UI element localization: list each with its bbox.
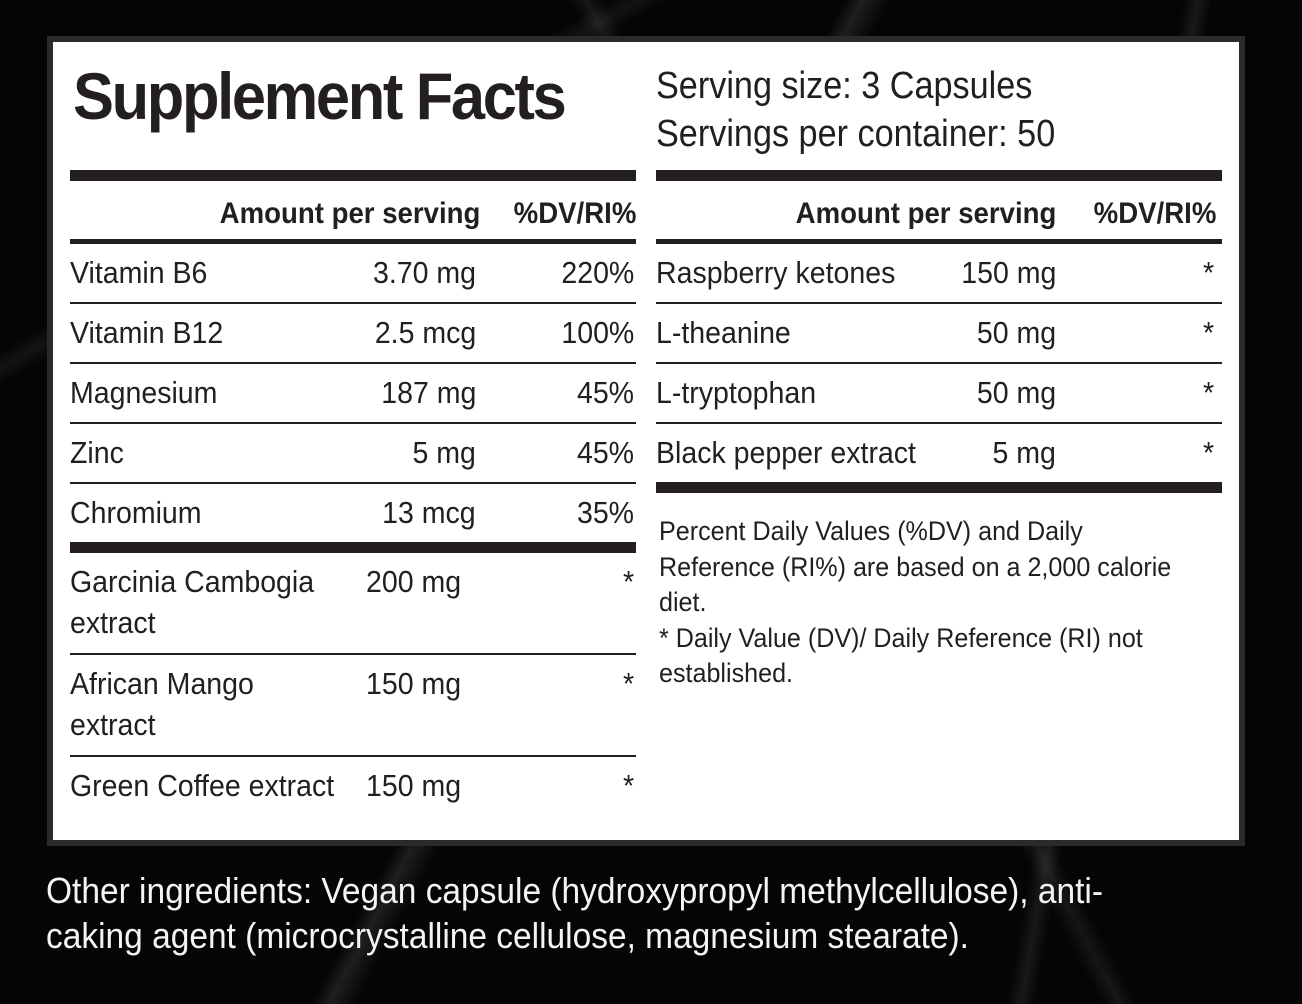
header-dv: %DV/RI% xyxy=(513,197,636,230)
nutrient-name: Green Coffee extract xyxy=(70,768,335,803)
nutrient-name: Vitamin B6 xyxy=(70,255,208,290)
divider xyxy=(656,422,1222,424)
table-row: L-theanine 50 mg * xyxy=(656,304,1222,362)
table-row: Black pepper extract 5 mg * xyxy=(656,424,1222,482)
ingredient-amount: 150 mg xyxy=(960,255,1056,290)
divider-medium xyxy=(656,239,1222,244)
header-amount: Amount per serving xyxy=(219,197,480,230)
table-row: African Mango extract 150 mg * xyxy=(70,655,636,755)
table-row: Garcinia Cambogia extract 200 mg * xyxy=(70,553,636,653)
divider-thick xyxy=(656,482,1222,493)
footnote-not-established: * Daily Value (DV)/ Daily Reference (RI)… xyxy=(659,622,1143,689)
nutrient-amount: 13 mcg xyxy=(382,495,476,530)
nutrient-name: Chromium xyxy=(70,495,202,530)
divider-thick xyxy=(70,542,636,553)
table-row: Raspberry ketones 150 mg * xyxy=(656,244,1222,302)
serving-info: Serving size: 3 Capsules Servings per co… xyxy=(656,62,1055,158)
nutrient-dv: * xyxy=(622,564,634,599)
ingredient-dv: * xyxy=(1202,315,1214,350)
divider xyxy=(656,302,1222,304)
supplement-facts-panel: Supplement Facts Serving size: 3 Capsule… xyxy=(47,36,1245,846)
ingredient-name: Raspberry ketones xyxy=(656,255,896,290)
table-row: Chromium 13 mcg 35% xyxy=(70,484,636,542)
divider-thick xyxy=(70,170,636,181)
divider xyxy=(70,422,636,424)
divider xyxy=(70,755,636,757)
ingredient-amount: 50 mg xyxy=(976,375,1056,410)
nutrient-amount: 5 mg xyxy=(412,435,476,470)
nutrient-amount: 150 mg xyxy=(366,768,462,803)
divider xyxy=(70,302,636,304)
nutrient-name: Vitamin B12 xyxy=(70,315,224,350)
nutrient-table-right: Amount per serving %DV/RI% Raspberry ket… xyxy=(656,170,1222,493)
ingredient-dv: * xyxy=(1202,255,1214,290)
nutrient-amount: 3.70 mg xyxy=(372,255,476,290)
serving-size: Serving size: 3 Capsules xyxy=(656,65,1033,107)
nutrient-dv: 100% xyxy=(561,315,634,350)
ingredient-name: L-tryptophan xyxy=(656,375,817,410)
header-amount: Amount per serving xyxy=(795,197,1056,230)
nutrient-amount: 150 mg xyxy=(366,666,462,701)
divider xyxy=(70,653,636,655)
nutrient-table-left: Amount per serving %DV/RI% Vitamin B6 3.… xyxy=(70,170,636,857)
ingredient-amount: 50 mg xyxy=(976,315,1056,350)
nutrient-amount: 2.5 mcg xyxy=(374,315,476,350)
other-ingredients: Other ingredients: Vegan capsule (hydrox… xyxy=(46,870,1104,956)
header-dv: %DV/RI% xyxy=(1093,197,1216,230)
nutrient-amount: 200 mg xyxy=(366,564,462,599)
nutrient-dv: 45% xyxy=(576,435,634,470)
ingredient-amount: 5 mg xyxy=(992,435,1056,470)
ingredient-dv: * xyxy=(1202,375,1214,410)
divider xyxy=(70,482,636,484)
table-row: Vitamin B6 3.70 mg 220% xyxy=(70,244,636,302)
servings-per-container: Servings per container: 50 xyxy=(656,113,1056,155)
table-row: Zinc 5 mg 45% xyxy=(70,424,636,482)
nutrient-dv: * xyxy=(622,768,634,803)
table-header: Amount per serving %DV/RI% xyxy=(656,181,1222,239)
footnote-dv-basis: Percent Daily Values (%DV) and Daily Ref… xyxy=(659,516,1172,617)
table-row: Green Coffee extract 150 mg * xyxy=(70,757,636,857)
ingredient-name: Black pepper extract xyxy=(656,435,916,470)
table-row: Vitamin B12 2.5 mcg 100% xyxy=(70,304,636,362)
label-title: Supplement Facts xyxy=(73,59,567,133)
ingredient-name: L-theanine xyxy=(656,315,791,350)
nutrient-name: African Mango extract xyxy=(70,666,254,742)
nutrient-name: Magnesium xyxy=(70,375,218,410)
divider-thick xyxy=(656,170,1222,181)
nutrient-name: Garcinia Cambogia extract xyxy=(70,564,315,640)
daily-value-footnote: Percent Daily Values (%DV) and Daily Ref… xyxy=(659,514,1180,692)
divider xyxy=(70,362,636,364)
table-row: L-tryptophan 50 mg * xyxy=(656,364,1222,422)
divider-medium xyxy=(70,239,636,244)
nutrient-amount: 187 mg xyxy=(380,375,476,410)
nutrient-dv: 35% xyxy=(576,495,634,530)
nutrient-dv: 45% xyxy=(576,375,634,410)
ingredient-dv: * xyxy=(1202,435,1214,470)
table-header: Amount per serving %DV/RI% xyxy=(70,181,636,239)
nutrient-name: Zinc xyxy=(70,435,124,470)
table-row: Magnesium 187 mg 45% xyxy=(70,364,636,422)
divider xyxy=(656,362,1222,364)
nutrient-dv: 220% xyxy=(561,255,634,290)
nutrient-dv: * xyxy=(622,666,634,701)
